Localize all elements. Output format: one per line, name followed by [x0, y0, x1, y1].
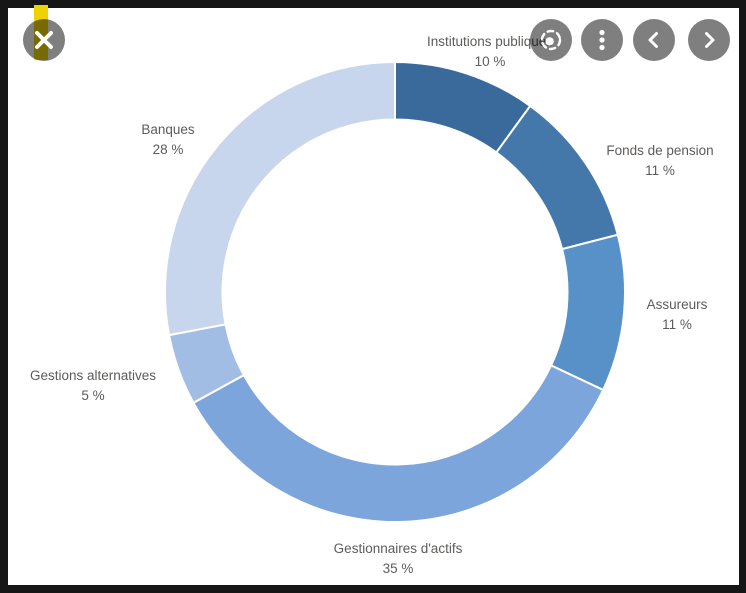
previous-button[interactable]	[633, 19, 675, 61]
chart-card: Institutions publiques 10 % Fonds de pen…	[8, 5, 739, 585]
focus-icon	[540, 29, 562, 51]
slice-label-text: Institutions publiques	[426, 34, 554, 49]
chevron-left-icon	[648, 32, 658, 48]
donut-slice-banques[interactable]	[164, 61, 396, 337]
slice-value-text: 28 %	[152, 142, 184, 157]
donut-slice-gestionnaires-actifs[interactable]	[192, 364, 605, 523]
slice-label-text: Gestionnaires d'actifs	[333, 541, 463, 556]
focus-mode-button[interactable]	[530, 19, 572, 61]
slice-value-text: 35 %	[382, 561, 414, 576]
slice-label-text: Gestions alternatives	[29, 368, 157, 383]
slice-label-fonds-de-pension: Fonds de pension 11 %	[606, 141, 713, 181]
slice-label-banques: Banques 28 %	[141, 120, 194, 160]
slice-label-assureurs: Assureurs 11 %	[647, 295, 708, 335]
donut-slice-assureurs[interactable]	[550, 233, 626, 391]
donut-chart	[164, 61, 626, 523]
slice-value-text: 11 %	[645, 163, 675, 178]
slice-value-text: 10 %	[474, 54, 506, 69]
more-options-button[interactable]	[581, 19, 623, 61]
next-button[interactable]	[688, 19, 730, 61]
slice-label-text: Banques	[141, 122, 195, 137]
close-icon	[35, 31, 53, 49]
slice-label-text: Fonds de pension	[606, 143, 714, 158]
slice-label-institutions-publiques: Institutions publiques 10 %	[427, 32, 553, 72]
kebab-menu-icon	[599, 29, 605, 51]
chevron-right-icon	[705, 32, 715, 48]
slice-label-text: Assureurs	[646, 297, 708, 312]
donut-slice-fonds-de-pension[interactable]	[495, 104, 619, 251]
slice-label-gestions-alternatives: Gestions alternatives 5 %	[30, 366, 156, 406]
slice-value-text: 11 %	[662, 317, 692, 332]
close-button[interactable]	[23, 19, 65, 61]
slice-label-gestionnaires-actifs: Gestionnaires d'actifs 35 %	[334, 539, 463, 579]
slice-value-text: 5 %	[81, 388, 105, 403]
